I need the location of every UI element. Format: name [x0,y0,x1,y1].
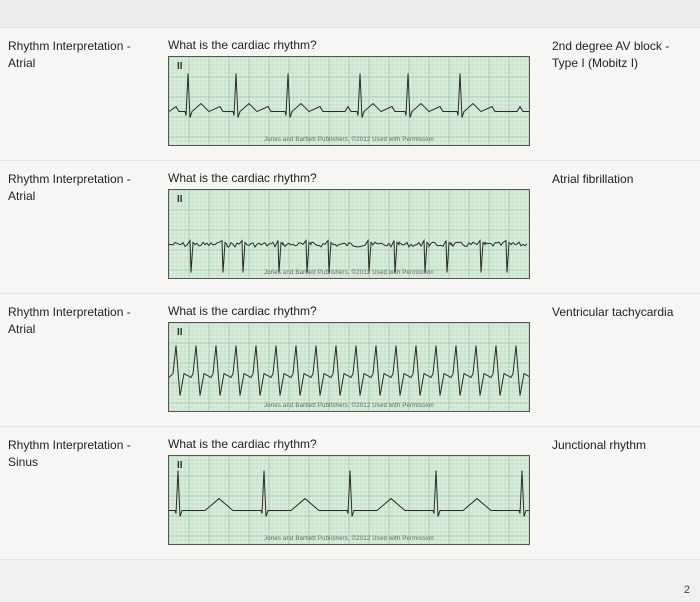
card-answer: Ventricular tachycardia [538,304,692,412]
ecg-lead-label: II [177,460,183,471]
card-question: What is the cardiac rhythm? [168,437,538,451]
ecg-attribution: Jones and Bartlett Publishers. ©2012 Use… [169,137,529,143]
ecg-svg [169,57,529,145]
card-question-col: What is the cardiac rhythm? II Jones and… [168,171,538,279]
ecg-strip: II Jones and Bartlett Publishers. ©2012 … [168,322,530,412]
ecg-strip: II Jones and Bartlett Publishers. ©2012 … [168,189,530,279]
ecg-strip: II Jones and Bartlett Publishers. ©2012 … [168,56,530,146]
ecg-strip: II Jones and Bartlett Publishers. ©2012 … [168,455,530,545]
ecg-lead-label: II [177,61,183,72]
header-bar [0,0,700,28]
card-list: Rhythm Interpretation - Atrial What is t… [0,28,700,560]
card-answer: Atrial fibrillation [538,171,692,279]
ecg-svg [169,190,529,278]
flashcard-row: Rhythm Interpretation - Atrial What is t… [0,28,700,161]
ecg-attribution: Jones and Bartlett Publishers. ©2012 Use… [169,536,529,542]
card-question-col: What is the cardiac rhythm? II Jones and… [168,38,538,146]
card-question-col: What is the cardiac rhythm? II Jones and… [168,437,538,545]
card-question: What is the cardiac rhythm? [168,171,538,185]
ecg-svg [169,323,529,411]
card-question-col: What is the cardiac rhythm? II Jones and… [168,304,538,412]
flashcard-row: Rhythm Interpretation - Atrial What is t… [0,161,700,294]
card-category: Rhythm Interpretation - Atrial [8,171,168,279]
card-answer: Junctional rhythm [538,437,692,545]
ecg-attribution: Jones and Bartlett Publishers. ©2012 Use… [169,403,529,409]
ecg-svg [169,456,529,544]
card-question: What is the cardiac rhythm? [168,304,538,318]
flashcard-row: Rhythm Interpretation - Sinus What is th… [0,427,700,560]
ecg-lead-label: II [177,194,183,205]
card-category: Rhythm Interpretation - Atrial [8,304,168,412]
card-category: Rhythm Interpretation - Sinus [8,437,168,545]
page-number: 2 [684,584,690,596]
ecg-lead-label: II [177,327,183,338]
ecg-attribution: Jones and Bartlett Publishers. ©2012 Use… [169,270,529,276]
card-category: Rhythm Interpretation - Atrial [8,38,168,146]
flashcard-row: Rhythm Interpretation - Atrial What is t… [0,294,700,427]
card-question: What is the cardiac rhythm? [168,38,538,52]
card-answer: 2nd degree AV block - Type I (Mobitz I) [538,38,692,146]
